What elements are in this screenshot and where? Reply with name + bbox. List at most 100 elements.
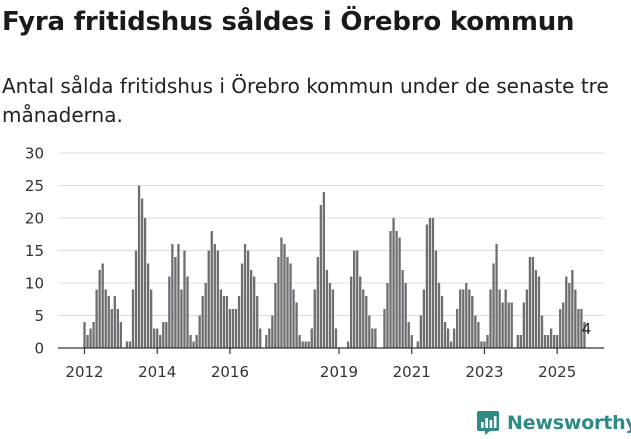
bar xyxy=(528,257,532,348)
bar xyxy=(549,328,553,348)
bar xyxy=(192,341,195,348)
bar xyxy=(328,283,332,348)
bar xyxy=(259,328,262,348)
bar xyxy=(207,250,210,348)
bar xyxy=(531,257,535,348)
bar xyxy=(316,257,319,348)
bar xyxy=(449,341,453,348)
bar xyxy=(465,283,468,348)
y-tick-label: 30 xyxy=(25,145,44,163)
bar xyxy=(556,335,559,348)
chart-title: Fyra fritidshus såldes i Örebro kommun xyxy=(2,7,575,37)
bar xyxy=(83,322,86,348)
bar xyxy=(571,270,574,348)
bar xyxy=(368,315,371,348)
bar xyxy=(410,335,413,348)
bar xyxy=(580,309,583,348)
chart-bars xyxy=(83,185,586,348)
bar xyxy=(243,244,247,348)
bar xyxy=(86,335,89,348)
bar xyxy=(286,257,289,348)
bar xyxy=(143,218,147,348)
bar xyxy=(159,335,162,348)
bar xyxy=(431,218,435,348)
bar xyxy=(128,341,132,348)
bar xyxy=(519,335,522,348)
bar xyxy=(228,309,232,348)
bar xyxy=(307,341,310,348)
bar xyxy=(486,335,489,348)
bar xyxy=(162,322,165,348)
bar xyxy=(301,341,304,348)
bar xyxy=(386,283,389,348)
bar xyxy=(353,250,356,348)
bar xyxy=(183,250,186,348)
bar xyxy=(246,250,250,348)
bar xyxy=(177,244,180,348)
bar xyxy=(331,289,335,348)
bar xyxy=(165,322,168,348)
bar xyxy=(389,231,392,348)
bar xyxy=(280,237,283,348)
bar xyxy=(110,309,113,348)
bar xyxy=(334,328,338,348)
bar xyxy=(219,289,222,348)
bar xyxy=(562,302,565,348)
bar xyxy=(365,296,368,348)
bar xyxy=(225,296,229,348)
bar xyxy=(401,270,404,348)
bar xyxy=(298,335,301,348)
bar xyxy=(392,218,395,348)
x-axis: 2012 2014 2016 2019 2021 2023 2025 xyxy=(58,347,604,381)
bar xyxy=(553,335,556,348)
bar xyxy=(504,289,507,348)
y-tick-label: 20 xyxy=(25,210,44,228)
bar xyxy=(356,250,359,348)
bar xyxy=(577,309,580,348)
bar xyxy=(540,315,544,348)
bar xyxy=(171,244,174,348)
bar xyxy=(453,328,456,348)
last-value-label: 4 xyxy=(582,320,592,338)
bar xyxy=(253,276,256,348)
bar xyxy=(349,276,353,348)
bar xyxy=(101,263,104,348)
bar xyxy=(201,296,204,348)
x-tick-label: 2019 xyxy=(320,363,358,381)
y-tick-label: 0 xyxy=(34,340,44,358)
bar xyxy=(168,276,171,348)
bar xyxy=(425,224,429,348)
y-tick-label: 15 xyxy=(25,242,44,260)
x-tick-label: 2014 xyxy=(138,363,176,381)
x-tick-label: 2025 xyxy=(538,363,576,381)
bar xyxy=(156,328,159,348)
bar xyxy=(222,296,226,348)
x-tick-label: 2016 xyxy=(211,363,249,381)
bar xyxy=(322,192,326,348)
bar xyxy=(440,296,444,348)
bar xyxy=(395,231,398,348)
bar xyxy=(419,315,422,348)
bar xyxy=(92,322,95,348)
bar xyxy=(568,283,571,348)
bar xyxy=(271,315,274,348)
bar xyxy=(383,309,386,348)
bar xyxy=(256,296,259,348)
bar xyxy=(304,341,307,348)
bar xyxy=(113,296,116,348)
bar xyxy=(295,302,298,348)
bar xyxy=(292,289,295,348)
x-tick-label: 2012 xyxy=(65,363,103,381)
bar xyxy=(274,283,277,348)
bar xyxy=(265,335,268,348)
bar xyxy=(277,257,280,348)
bar xyxy=(153,328,156,348)
bar xyxy=(371,328,374,348)
bar xyxy=(498,289,501,348)
bar xyxy=(559,309,562,348)
bar xyxy=(289,263,292,348)
bar xyxy=(437,283,441,348)
bar xyxy=(107,296,110,348)
y-tick-label: 10 xyxy=(25,275,44,293)
bar xyxy=(480,341,483,348)
